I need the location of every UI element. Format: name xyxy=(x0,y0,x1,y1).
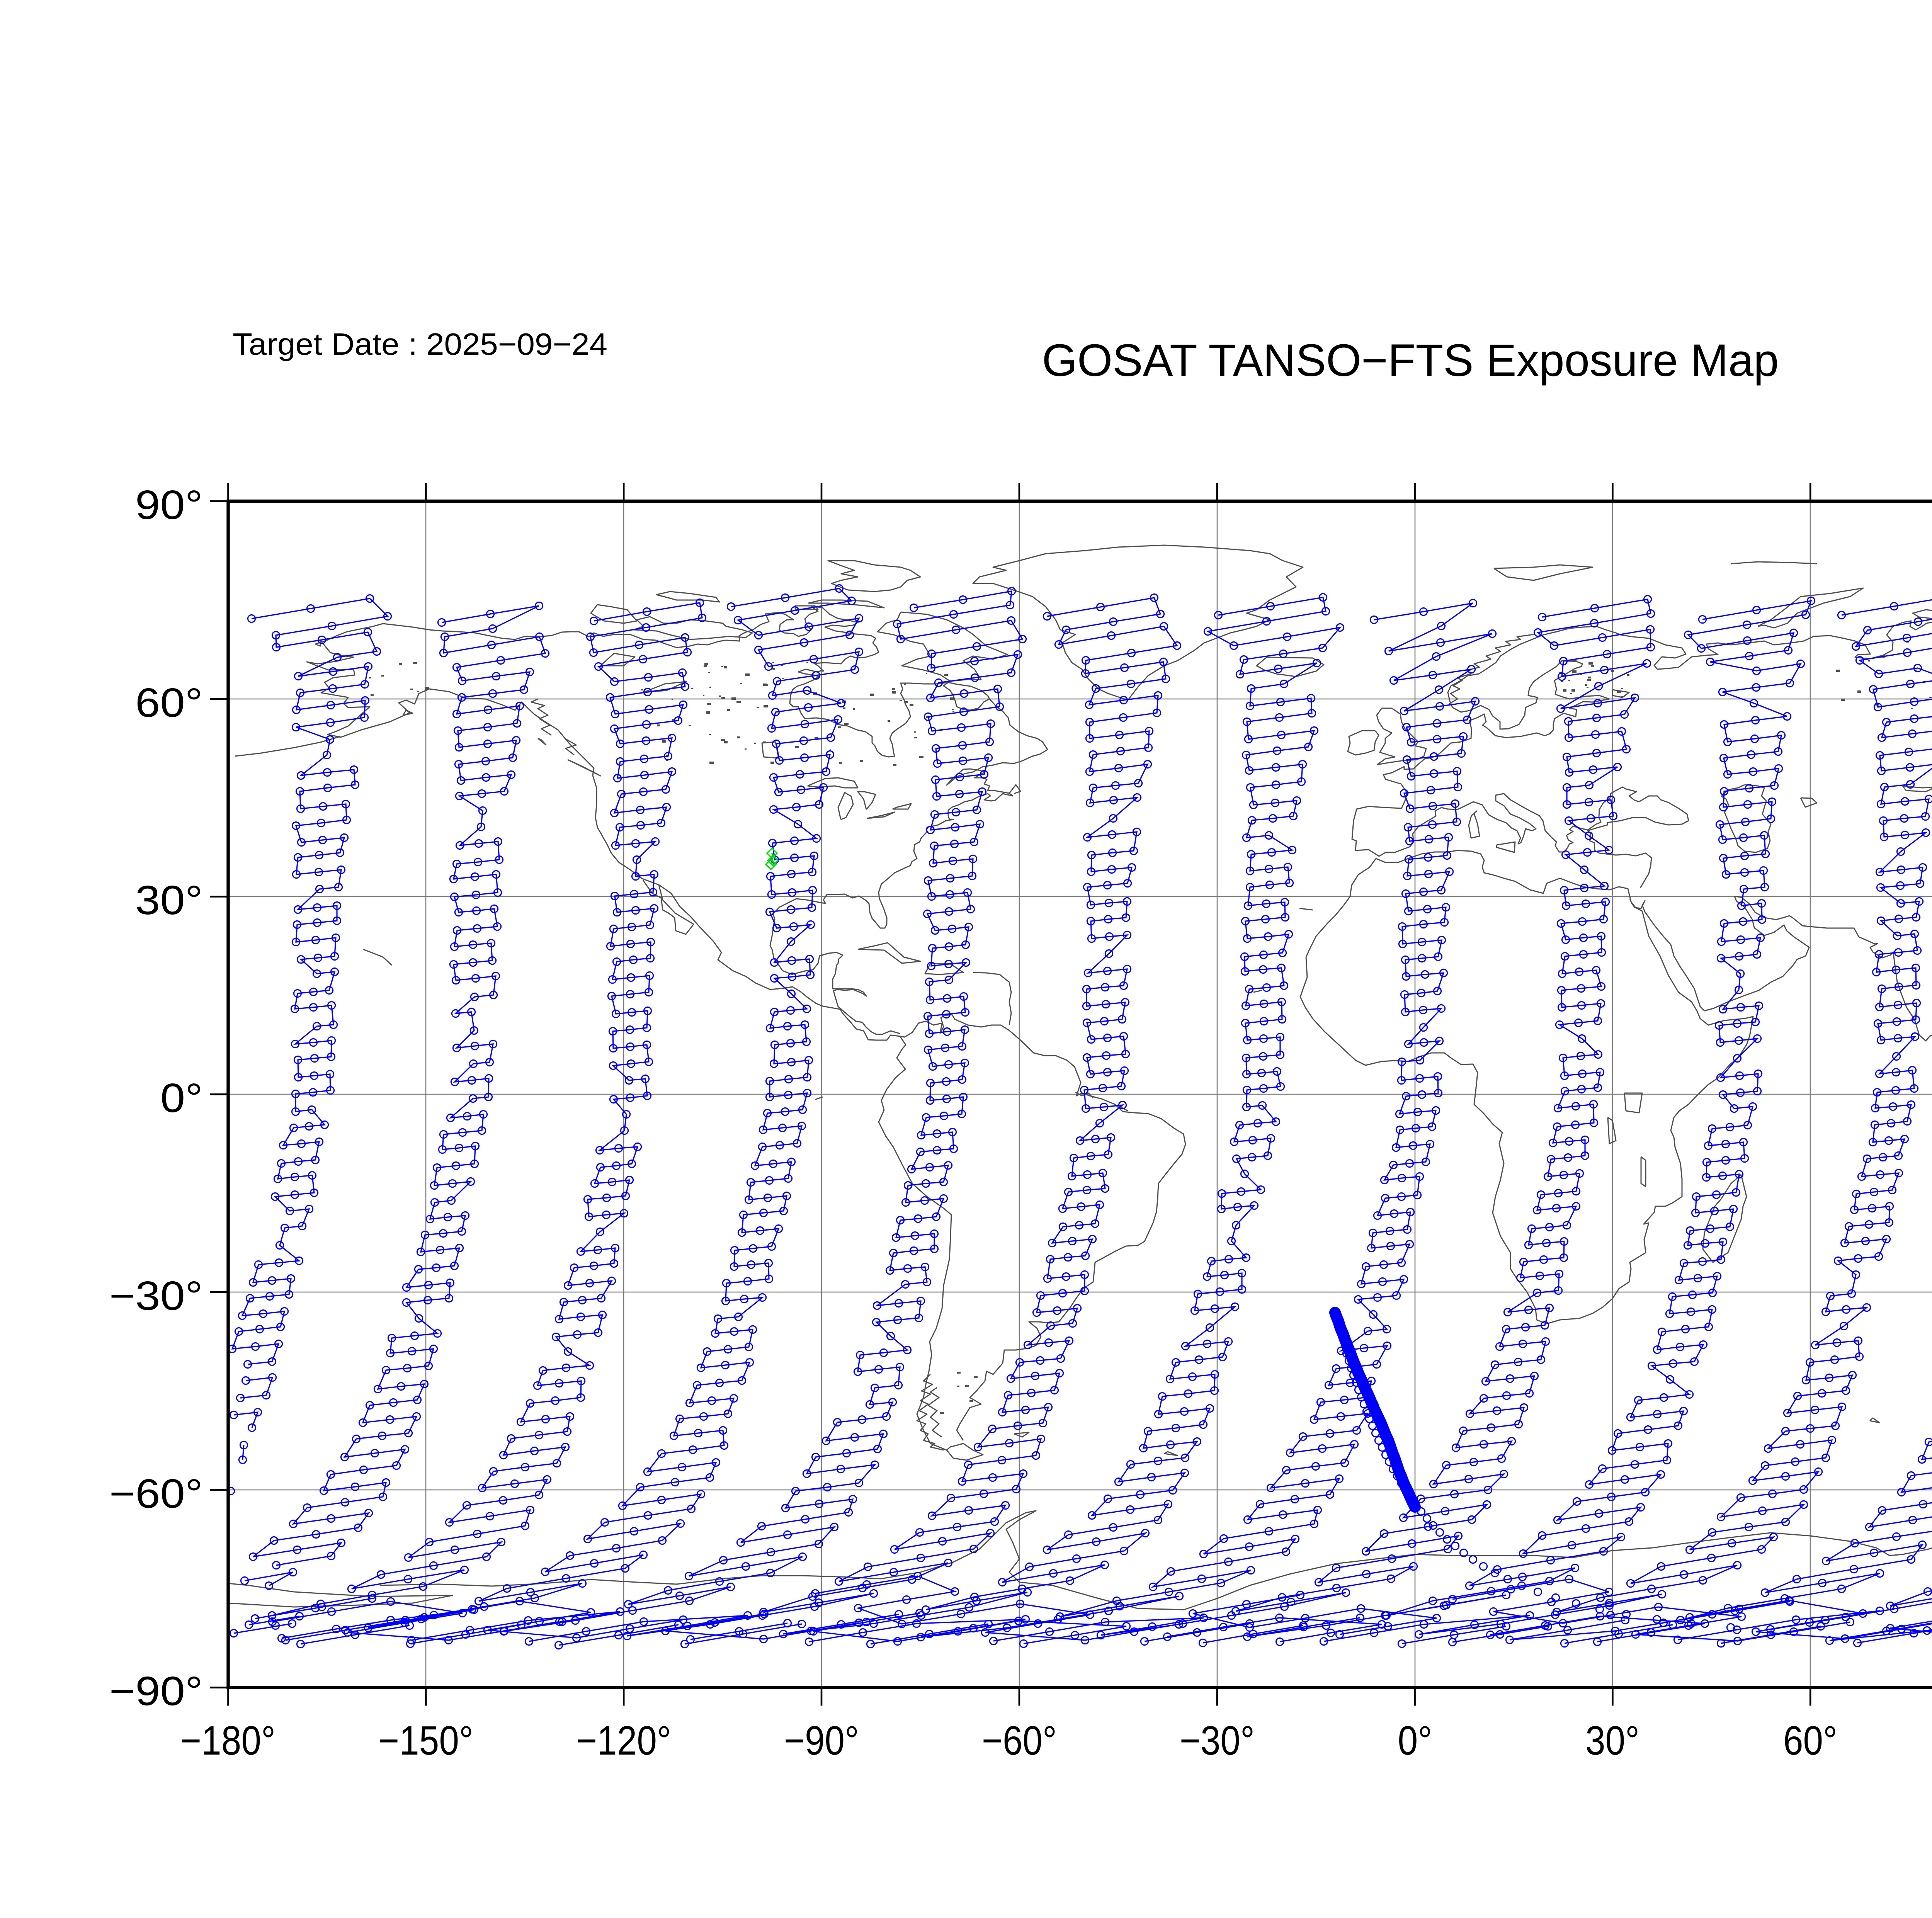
svg-text:30°: 30° xyxy=(135,877,203,923)
svg-text:Target Date : 2025−09−24: Target Date : 2025−09−24 xyxy=(233,327,607,361)
svg-text:−60°: −60° xyxy=(109,1471,203,1517)
svg-text:90°: 90° xyxy=(135,482,203,528)
svg-text:0°: 0° xyxy=(1398,1718,1432,1763)
svg-text:−180°: −180° xyxy=(180,1718,276,1763)
svg-text:30°: 30° xyxy=(1585,1718,1639,1763)
svg-text:GOSAT TANSO−FTS Exposure Map: GOSAT TANSO−FTS Exposure Map xyxy=(1042,335,1779,386)
svg-text:−60°: −60° xyxy=(982,1718,1057,1763)
svg-text:−150°: −150° xyxy=(378,1718,473,1763)
svg-text:−30°: −30° xyxy=(109,1273,203,1319)
svg-text:60°: 60° xyxy=(135,680,203,726)
svg-text:−30°: −30° xyxy=(1180,1718,1255,1763)
svg-text:−120°: −120° xyxy=(576,1718,671,1763)
svg-text:−90°: −90° xyxy=(784,1718,859,1763)
svg-text:−90°: −90° xyxy=(109,1668,203,1714)
svg-text:0°: 0° xyxy=(160,1075,203,1121)
svg-text:60°: 60° xyxy=(1783,1718,1837,1763)
